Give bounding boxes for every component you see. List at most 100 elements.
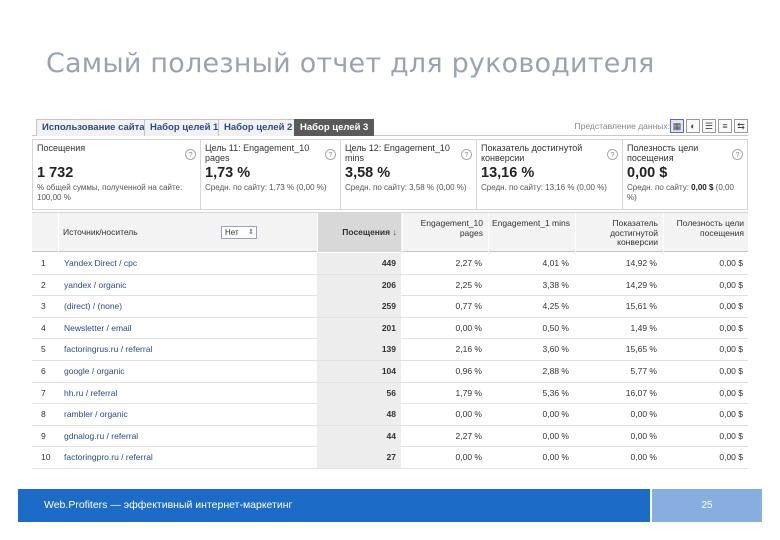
view-label: Представление данных:	[574, 121, 670, 131]
comparison-view-icon[interactable]: ≡	[718, 119, 732, 133]
slide-footer: Web.Profiters — эффективный интернет-мар…	[18, 489, 650, 522]
metric-subtext-tail: (0,00 %)	[627, 183, 734, 202]
cell-conversion: 15,65 %	[625, 344, 657, 355]
cell-value: 0,00 $	[719, 409, 743, 420]
table-row: 5 factoringrus.ru / referral 139 2,16 % 3,60…	[32, 339, 748, 361]
table-row: 4 Newsletter / email 201 0,00 % 0,50 % 1,49 %…	[32, 317, 748, 340]
header-visits[interactable]: Посещения ↓	[317, 213, 401, 252]
metric-value: 1 732	[37, 165, 74, 181]
source-link[interactable]: factoringpro.ru / referral	[64, 452, 153, 463]
tab-goal-set-2[interactable]: Набор целей 2	[218, 119, 299, 136]
cell-goal-11: 1,79 %	[455, 387, 482, 398]
cell-value: 0,00 $	[719, 452, 743, 463]
cell-goal-12: 0,00 %	[542, 409, 569, 420]
cell-conversion: 15,61 %	[625, 301, 657, 312]
metric-label: Цель 11: Engagement_10 pages	[205, 143, 310, 163]
cell-value: 0,00 $	[719, 430, 743, 441]
secondary-dimension-select[interactable]: Нет ⇕	[221, 226, 257, 239]
cell-value: 0,00 $	[719, 365, 743, 376]
metric-value: 3,58 %	[345, 165, 391, 181]
metric-subtext: Средн. по сайту: 3,58 % (0,00 %)	[345, 183, 467, 192]
metrics-summary: Посещения ? 1 732 % общей суммы, получен…	[32, 139, 748, 210]
help-icon[interactable]: ?	[461, 149, 472, 160]
cell-goal-11: 2,27 %	[455, 430, 482, 441]
table-body: 1 Yandex Direct / cpc 449 2,27 % 4,01 % 14,92…	[32, 253, 748, 469]
header-goal-12[interactable]: Engagement_1 mins	[488, 213, 574, 252]
performance-view-icon[interactable]: ☰	[702, 119, 716, 133]
help-icon[interactable]: ?	[185, 149, 196, 160]
cell-visits: 206	[317, 274, 401, 296]
source-link[interactable]: (direct) / (none)	[64, 301, 123, 312]
cell-goal-12: 5,36 %	[542, 387, 569, 398]
metric-value: 13,16 %	[481, 165, 535, 181]
metric-conversion-rate: Показатель достигнутой конверсии ? 13,16…	[477, 140, 623, 209]
report-tabs: Использование сайта Набор целей 1 Набор …	[32, 117, 748, 136]
slide-footer-page: 25	[652, 489, 762, 522]
tab-site-usage[interactable]: Использование сайта	[36, 119, 151, 136]
cell-goal-11: 2,25 %	[455, 279, 482, 290]
cell-visits: 44	[317, 425, 401, 447]
pivot-view-icon[interactable]: ⇆	[734, 119, 748, 133]
metric-subtext-lead: Средн. по сайту:	[627, 183, 689, 192]
cell-goal-11: 0,77 %	[455, 301, 482, 312]
cell-value: 0,00 $	[719, 322, 743, 333]
table-header: Источник/носитель Нет ⇕ Посещения ↓ Engag…	[32, 212, 748, 252]
view-switcher: ▦ ◐ ☰ ≡ ⇆	[670, 119, 748, 133]
cell-conversion: 0,00 %	[630, 452, 657, 463]
source-link[interactable]: factoringrus.ru / referral	[64, 344, 153, 355]
cell-visits: 139	[317, 339, 401, 361]
source-link[interactable]: rambler / organic	[64, 409, 128, 420]
help-icon[interactable]: ?	[325, 149, 336, 160]
cell-value: 0,00 $	[719, 279, 743, 290]
source-link[interactable]: Newsletter / email	[64, 322, 132, 333]
metric-value: 1,73 %	[205, 165, 251, 181]
source-link[interactable]: gdnalog.ru / referral	[64, 430, 139, 441]
row-index: 4	[41, 322, 46, 333]
row-index: 6	[41, 365, 46, 376]
table-row: 2 yandex / organic 206 2,25 % 3,38 % 14,29 % 0…	[32, 274, 748, 297]
table-row: 3 (direct) / (none) 259 0,77 % 4,25 % 15,61 %…	[32, 296, 748, 318]
row-index: 7	[41, 387, 46, 398]
tab-goal-set-1[interactable]: Набор целей 1	[144, 119, 225, 136]
metric-label: Цель 12: Engagement_10 mins	[345, 143, 450, 163]
source-link[interactable]: Yandex Direct / cpc	[64, 258, 138, 268]
cell-conversion: 14,29 %	[625, 279, 657, 290]
header-goal-value[interactable]: Полезность цели посещения	[663, 213, 748, 252]
tab-goal-set-3[interactable]: Набор целей 3	[294, 119, 375, 136]
header-source-label: Источник/носитель	[63, 227, 138, 237]
row-index: 10	[41, 452, 51, 463]
chevron-updown-icon: ⇕	[248, 229, 254, 236]
footer-text: Web.Profiters — эффективный интернет-мар…	[44, 499, 293, 511]
help-icon[interactable]: ?	[732, 149, 743, 160]
metric-visits: Посещения ? 1 732 % общей суммы, получен…	[33, 140, 201, 209]
cell-goal-12: 4,01 %	[542, 258, 569, 268]
header-conversion-rate[interactable]: Показатель достигнутой конверсии	[575, 213, 662, 252]
cell-goal-12: 0,00 %	[542, 452, 569, 463]
metric-label: Полезность цели посещения	[627, 143, 699, 163]
table-row: 7 hh.ru / referral 56 1,79 % 5,36 % 16,07 % 0,…	[32, 382, 748, 405]
table-view-icon[interactable]: ▦	[670, 119, 684, 133]
cell-conversion: 5,77 %	[630, 365, 657, 376]
cell-goal-12: 0,50 %	[542, 322, 569, 333]
filter-select-value: Нет	[225, 228, 239, 237]
cell-goal-12: 3,60 %	[542, 344, 569, 355]
source-link[interactable]: hh.ru / referral	[64, 387, 118, 398]
metric-goal-value: Полезность цели посещения ? 0,00 $ Средн…	[623, 140, 747, 209]
table-row: 10 factoringpro.ru / referral 27 0,00 % 0,00…	[32, 447, 748, 469]
source-link[interactable]: google / organic	[64, 365, 125, 376]
pie-view-icon[interactable]: ◐	[686, 119, 700, 133]
slide-title: Самый полезный отчет для руководителя	[46, 48, 655, 79]
cell-value: 0,00 $	[719, 344, 743, 355]
header-source[interactable]: Источник/носитель	[58, 213, 316, 252]
cell-goal-12: 3,38 %	[542, 279, 569, 290]
source-link[interactable]: yandex / organic	[64, 279, 127, 290]
help-icon[interactable]: ?	[607, 149, 618, 160]
table-row: 8 rambler / organic 48 0,00 % 0,00 % 0,00 % 0,…	[32, 404, 748, 426]
cell-goal-11: 2,27 %	[455, 258, 482, 268]
header-goal-11[interactable]: Engagement_10 pages	[402, 213, 487, 252]
cell-value: 0,00 $	[719, 387, 743, 398]
cell-goal-11: 0,00 %	[455, 452, 482, 463]
metric-subtext: % общей суммы, полученной на сайте: 100,…	[37, 183, 183, 202]
cell-conversion: 14,92 %	[625, 258, 657, 268]
row-index: 9	[41, 430, 46, 441]
